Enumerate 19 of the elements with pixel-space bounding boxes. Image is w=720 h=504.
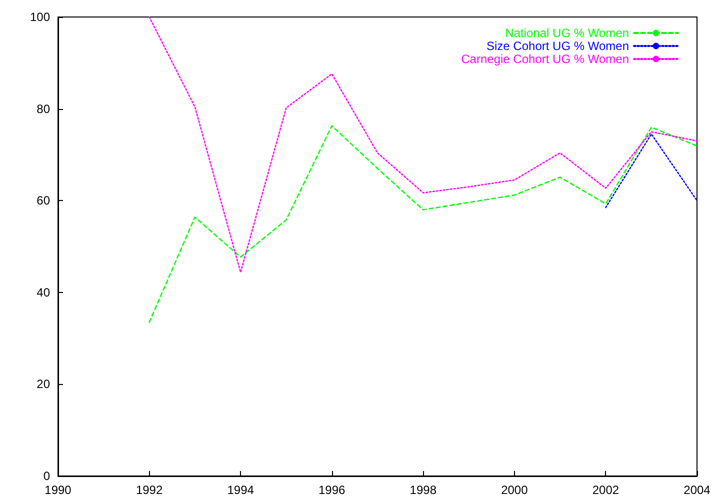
x-tick-label: 1998	[410, 483, 437, 497]
y-tick-label: 0	[43, 469, 50, 483]
x-tick-label: 2002	[592, 483, 620, 497]
x-tick-label: 2000	[501, 483, 528, 497]
line-series	[148, 125, 698, 323]
x-tick-label: 1996	[318, 483, 346, 497]
line-series	[148, 16, 698, 273]
y-tick-label: 40	[36, 285, 50, 300]
x-tick-label: 2004	[684, 483, 711, 497]
x-tick-label: 1994	[227, 483, 254, 497]
x-tick-label: 1990	[44, 483, 72, 497]
x-tick-label: 1992	[136, 483, 163, 497]
legend-label: National UG % Women	[505, 26, 629, 40]
y-tick-label: 60	[36, 194, 50, 208]
y-tick-label: 100	[30, 10, 50, 24]
legend-label: Carnegie Cohort UG % Women	[461, 52, 629, 66]
y-tick-label: 80	[36, 102, 50, 116]
y-tick-label: 20	[36, 377, 50, 392]
legend-label: Size Cohort UG % Women	[486, 39, 629, 53]
